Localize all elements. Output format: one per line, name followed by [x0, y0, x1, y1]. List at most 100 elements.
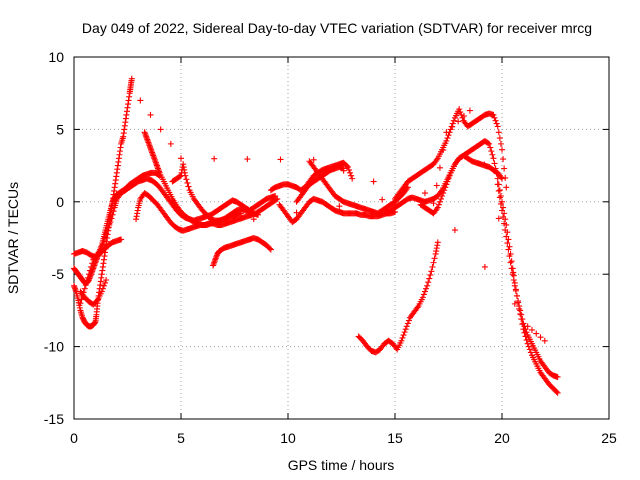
y-tick-label: -10: [44, 339, 64, 355]
data-point-marker: [499, 146, 505, 153]
x-tick-label: 10: [280, 430, 296, 446]
y-tick-label: -5: [52, 266, 65, 282]
data-point-marker: [273, 196, 280, 203]
data-point-marker: [443, 129, 450, 136]
data-point-marker: [495, 129, 502, 136]
data-point-marker: [430, 259, 437, 266]
y-tick-label: -15: [44, 411, 64, 427]
data-point-marker: [502, 227, 509, 234]
data-point-marker: [255, 211, 262, 218]
y-tick-label: 0: [56, 194, 64, 210]
series-arc-17: [494, 181, 561, 381]
data-markers: [71, 75, 561, 396]
data-point-marker: [492, 117, 499, 124]
x-tick-label: 20: [494, 430, 510, 446]
data-point-marker: [414, 304, 421, 311]
data-point-marker: [490, 155, 497, 162]
data-point-marker: [400, 189, 407, 196]
data-point-marker: [402, 326, 409, 333]
data-point-marker: [137, 97, 144, 104]
data-point-marker: [553, 388, 560, 395]
data-point-marker: [103, 230, 110, 237]
data-point-marker: [489, 151, 496, 158]
data-point-marker: [404, 320, 411, 327]
data-point-marker: [506, 243, 513, 250]
data-point-marker: [107, 219, 114, 226]
data-point-marker: [81, 285, 88, 292]
tick-layer: 0 5 10 15 20 25 -15 -10 -5 0 5 10: [44, 49, 617, 446]
series-outliers: [137, 97, 548, 344]
data-point-marker: [446, 172, 453, 179]
data-point-marker: [349, 175, 356, 182]
data-point-marker: [497, 200, 504, 207]
data-point-marker: [343, 162, 350, 169]
data-point-marker: [486, 140, 493, 147]
data-point-marker: [457, 109, 464, 116]
data-point-marker: [495, 187, 502, 194]
data-point-marker: [128, 75, 135, 82]
y-axis-label: SDTVAR / TECUs: [5, 182, 21, 294]
data-point-marker: [494, 123, 501, 130]
data-point-marker: [520, 320, 527, 327]
data-point-marker: [455, 118, 462, 125]
data-point-marker: [449, 123, 456, 130]
data-point-marker: [434, 204, 441, 211]
x-tick-label: 5: [177, 430, 185, 446]
data-point-marker: [433, 206, 440, 213]
series-arc-13: [355, 239, 441, 356]
data-point-marker: [109, 211, 116, 218]
data-point-marker: [443, 181, 450, 188]
data-point-marker: [88, 263, 95, 270]
data-point-marker: [440, 147, 447, 154]
data-point-marker: [401, 329, 408, 336]
x-tick-label: 15: [387, 430, 403, 446]
data-point-marker: [554, 374, 561, 381]
data-point-marker: [488, 148, 495, 155]
series-arc-4: [77, 175, 279, 307]
data-point-marker: [510, 276, 517, 283]
data-point-marker: [554, 389, 561, 396]
data-point-marker: [496, 135, 503, 142]
data-point-marker: [98, 245, 105, 252]
data-point-marker: [423, 285, 430, 292]
data-point-marker: [456, 106, 463, 113]
data-point-marker: [504, 240, 511, 247]
data-point-marker: [517, 307, 524, 314]
data-point-marker: [105, 224, 112, 231]
data-point-marker: [102, 234, 109, 241]
data-point-marker: [400, 332, 407, 339]
data-point-marker: [344, 164, 351, 171]
data-point-marker: [97, 246, 104, 253]
series-arc-16: [417, 137, 561, 396]
data-point-marker: [525, 343, 532, 350]
grid-layer: [74, 57, 609, 419]
data-point-marker: [511, 300, 518, 307]
data-point-marker: [250, 216, 257, 223]
data-point-marker: [526, 346, 533, 353]
data-point-marker: [77, 300, 84, 307]
series-arc-18: [77, 276, 110, 308]
data-point-marker: [440, 190, 447, 197]
x-tick-label: 0: [70, 430, 78, 446]
data-point-marker: [524, 323, 531, 330]
series-arc-11: [306, 158, 411, 217]
data-point-marker: [82, 282, 89, 289]
data-point-marker: [370, 178, 377, 185]
data-point-marker: [379, 196, 386, 203]
data-point-marker: [493, 170, 500, 177]
data-point-marker: [182, 172, 189, 179]
data-point-marker: [266, 245, 273, 252]
data-point-marker: [419, 294, 426, 301]
data-point-marker: [99, 241, 106, 248]
data-point-marker: [340, 167, 347, 174]
data-point-marker: [429, 263, 436, 270]
data-point-marker: [516, 303, 523, 310]
data-point-marker: [444, 178, 451, 185]
data-point-marker: [515, 297, 522, 304]
data-point-marker: [444, 135, 451, 142]
data-point-marker: [183, 176, 190, 183]
data-point-marker: [494, 181, 501, 188]
data-point-marker: [495, 215, 502, 222]
data-point-marker: [494, 175, 501, 182]
data-point-marker: [420, 291, 427, 298]
